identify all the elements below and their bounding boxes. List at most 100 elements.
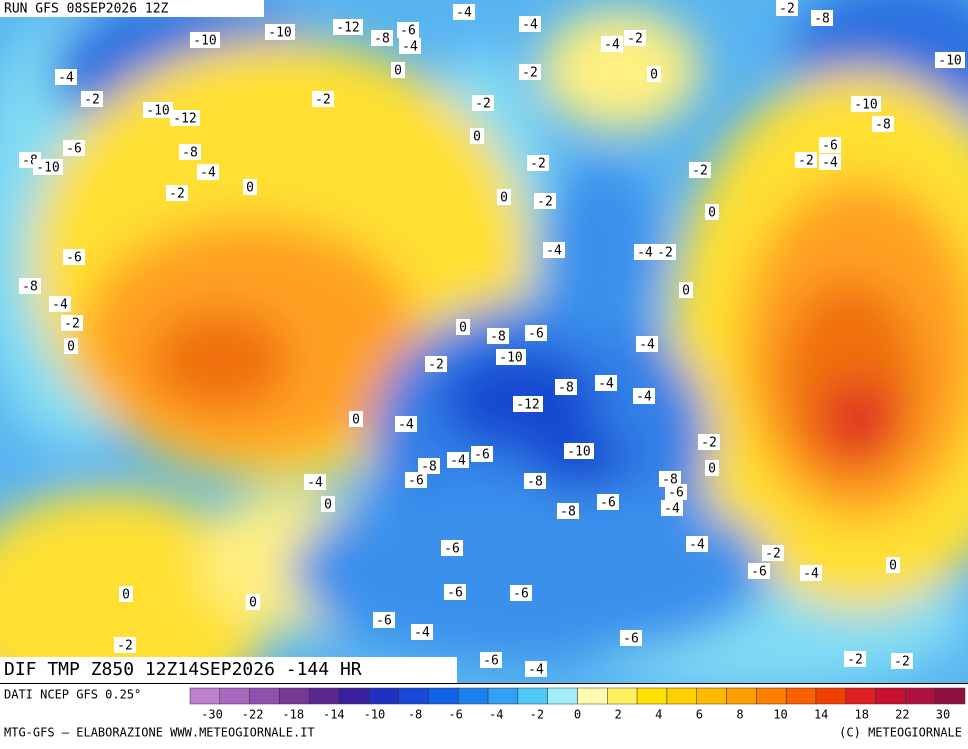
contour-label: -2	[701, 436, 717, 451]
contour-label-box	[659, 471, 681, 487]
legend-swatch	[845, 687, 876, 705]
contour-label: -10	[854, 98, 877, 113]
contour-label-box	[661, 500, 683, 516]
contour-label: -6	[513, 587, 529, 602]
contour-label: 0	[324, 498, 332, 513]
contour-label-box	[811, 10, 833, 26]
legend-swatch	[934, 687, 966, 705]
legend-swatch	[458, 687, 489, 705]
legend-tick-label: -6	[448, 708, 462, 722]
contour-label: -6	[822, 139, 838, 154]
contour-label: -2	[169, 187, 185, 202]
contour-label: 0	[708, 206, 716, 221]
legend-tick-label: -4	[489, 708, 503, 722]
contour-label: -4	[450, 454, 466, 469]
contour-label-box	[762, 545, 784, 561]
legend-swatch	[785, 687, 817, 705]
contour-label-box	[472, 95, 494, 111]
contour-label-box	[633, 388, 655, 404]
contour-label: -4	[414, 626, 430, 641]
legend-tick-label: -30	[201, 708, 223, 722]
legend-tick-label: -14	[323, 708, 345, 722]
contour-label: -6	[400, 24, 416, 39]
contour-label-box	[665, 484, 687, 500]
contour-label-box	[819, 154, 841, 170]
contour-label: -2	[847, 653, 863, 668]
contour-label: 0	[682, 284, 690, 299]
contour-label-box	[333, 19, 363, 35]
contour-label-box	[776, 0, 798, 16]
legend-swatch	[636, 687, 668, 705]
contour-label-box	[304, 474, 326, 490]
contour-label: -4	[52, 298, 68, 313]
contour-label-box	[119, 586, 133, 602]
contour-label: 0	[889, 559, 897, 574]
contour-label-box	[543, 242, 565, 258]
contour-label: -2	[537, 195, 553, 210]
legend-swatch	[428, 687, 459, 705]
contour-label: -10	[193, 34, 216, 49]
contour-label-box	[190, 32, 220, 48]
legend-tick-label: -8	[408, 708, 422, 722]
contour-label: -4	[456, 6, 472, 21]
contour-label-box	[470, 128, 484, 144]
legend-swatch	[607, 687, 638, 705]
run-box	[0, 0, 264, 17]
contour-label: -8	[421, 460, 437, 475]
contour-label: -6	[474, 448, 490, 463]
contour-label-box	[447, 452, 469, 468]
contour-label: -12	[173, 112, 196, 127]
contour-label-box	[595, 375, 617, 391]
contour-label: -8	[558, 381, 574, 396]
contour-label-box	[557, 503, 579, 519]
contour-label-box	[63, 140, 85, 156]
contour-label-box	[197, 164, 219, 180]
contour-label: -4	[639, 338, 655, 353]
contour-label-box	[487, 328, 509, 344]
contour-label-box	[63, 249, 85, 265]
contour-label: -2	[522, 66, 538, 81]
contour-label: -4	[307, 476, 323, 491]
contour-label-box	[441, 540, 463, 556]
contour-label: -2	[779, 2, 795, 17]
contour-label: -8	[527, 475, 543, 490]
contour-label-box	[243, 179, 257, 195]
contour-label-box	[555, 379, 577, 395]
contour-label-box	[689, 162, 711, 178]
legend: -30 -22 -18 -14 -10 -8 -6 -4 -2 0 2 4 6 8 10 14 18 22 30	[189, 687, 966, 722]
contour-label: -6	[376, 614, 392, 629]
contour-label-box	[524, 473, 546, 489]
contour-label-box	[624, 30, 646, 46]
contour-label: 0	[352, 413, 360, 428]
contour-label: -8	[490, 330, 506, 345]
contour-label: 0	[67, 340, 75, 355]
contour-label: -6	[408, 474, 424, 489]
contour-label-box	[33, 159, 63, 175]
legend-swatch	[308, 687, 340, 705]
legend-tick-label: 14	[814, 708, 828, 722]
footer-left: MTG-GFS — ELABORAZIONE WWW.METEOGIORNALE…	[4, 726, 315, 740]
contour-label: -2	[657, 246, 673, 261]
contour-label-box	[795, 152, 817, 168]
contour-label-box	[444, 584, 466, 600]
legend-swatch	[368, 687, 399, 705]
contour-label: -2	[84, 93, 100, 108]
map-title: DIF TMP Z850 12Z14SEP2026 -144 HR	[4, 659, 362, 680]
contour-label-box	[61, 315, 83, 331]
contour-label-box	[480, 652, 502, 668]
contour-label: -8	[875, 118, 891, 133]
contour-label: -4	[546, 244, 562, 259]
contour-label: -2	[894, 655, 910, 670]
contour-label: -4	[598, 377, 614, 392]
contour-label-box	[405, 472, 427, 488]
contour-label-box	[597, 494, 619, 510]
contour-label: -2	[117, 639, 133, 654]
contour-label-box	[19, 278, 41, 294]
contour-label: -10	[268, 26, 291, 41]
contour-label: -6	[528, 327, 544, 342]
contour-label: -8	[560, 505, 576, 520]
contour-label: -4	[200, 166, 216, 181]
map: -10-10 -12-8-6-4-4-4-4 -2-2-8-10-4-2-10-12…	[0, 0, 968, 683]
contour-label: 0	[500, 191, 508, 206]
